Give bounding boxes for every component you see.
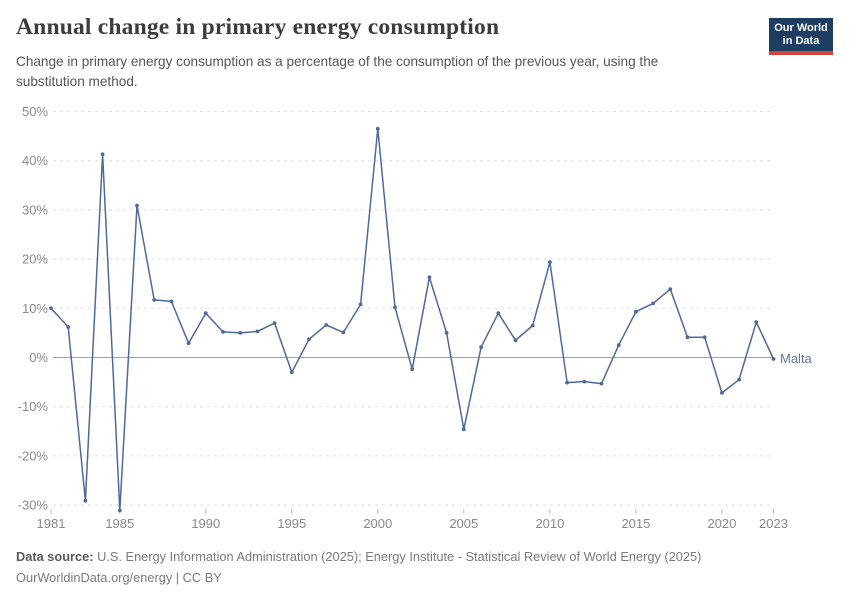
data-point[interactable] bbox=[255, 329, 260, 334]
y-tick-label: 40% bbox=[22, 153, 48, 168]
chart-plot-area[interactable]: 50% 40% 30% 20% 10% 0% -10% -20% -30% 1981 1985 199… bbox=[0, 0, 850, 540]
y-tick-label: 0% bbox=[29, 350, 48, 365]
data-point[interactable] bbox=[685, 335, 690, 340]
data-point[interactable] bbox=[100, 152, 105, 157]
data-point[interactable] bbox=[702, 335, 707, 340]
owid-logo-line2: in Data bbox=[782, 35, 820, 48]
data-point[interactable] bbox=[565, 380, 569, 385]
chart-subtitle: Change in primary energy consumption as … bbox=[16, 54, 659, 89]
y-tick-label: 50% bbox=[22, 104, 48, 119]
x-tick-label: 2005 bbox=[449, 516, 478, 531]
data-point[interactable] bbox=[307, 337, 311, 342]
x-tick-label: 2015 bbox=[621, 516, 650, 531]
data-point[interactable] bbox=[324, 323, 329, 327]
data-point[interactable] bbox=[651, 301, 655, 306]
data-point[interactable] bbox=[599, 381, 604, 386]
data-point[interactable] bbox=[272, 321, 277, 325]
data-point[interactable] bbox=[375, 126, 380, 131]
owid-logo-line1: Our World bbox=[774, 22, 828, 34]
data-point[interactable] bbox=[737, 377, 741, 382]
data-point[interactable] bbox=[582, 379, 587, 384]
data-point[interactable] bbox=[461, 427, 466, 432]
x-tick-label: 2020 bbox=[707, 516, 736, 531]
data-point[interactable] bbox=[393, 305, 397, 310]
chart-footer: Data source: U.S. Energy Information Adm… bbox=[16, 546, 826, 588]
data-point[interactable] bbox=[238, 331, 243, 335]
data-point[interactable] bbox=[169, 299, 174, 304]
x-tick-label: 1985 bbox=[105, 516, 134, 531]
data-source-label: Data source: bbox=[16, 549, 94, 564]
data-point[interactable] bbox=[771, 357, 776, 361]
data-point[interactable] bbox=[83, 498, 88, 503]
data-point[interactable] bbox=[513, 338, 518, 343]
data-point[interactable] bbox=[754, 320, 759, 324]
data-source-text: U.S. Energy Information Administration (… bbox=[93, 549, 702, 564]
data-point[interactable] bbox=[668, 287, 673, 291]
data-point[interactable] bbox=[548, 260, 552, 264]
data-point[interactable] bbox=[203, 311, 208, 316]
data-point[interactable] bbox=[186, 341, 191, 346]
data-point[interactable] bbox=[427, 275, 432, 280]
y-tick-label: -10% bbox=[18, 399, 49, 414]
y-tick-label: -20% bbox=[18, 448, 49, 463]
data-point[interactable] bbox=[634, 309, 638, 314]
y-tick-label: 30% bbox=[22, 202, 48, 217]
data-point[interactable] bbox=[479, 345, 483, 350]
x-tick-label: 1995 bbox=[277, 516, 306, 531]
x-tick-label: 1981 bbox=[37, 516, 66, 531]
series-end-label-malta: Malta bbox=[780, 351, 812, 366]
data-point[interactable] bbox=[117, 508, 122, 513]
data-point[interactable] bbox=[496, 311, 501, 316]
page-title: Annual change in primary energy consumpt… bbox=[16, 14, 500, 40]
data-point[interactable] bbox=[341, 330, 346, 335]
x-tick-label: 1990 bbox=[191, 516, 220, 531]
data-point[interactable] bbox=[530, 323, 535, 328]
data-point[interactable] bbox=[616, 343, 621, 348]
data-point[interactable] bbox=[444, 331, 449, 335]
data-point[interactable] bbox=[358, 302, 363, 307]
data-point[interactable] bbox=[410, 367, 415, 372]
owid-link-line[interactable]: OurWorldinData.org/energy | CC BY bbox=[16, 570, 222, 586]
owid-logo: Our World in Data bbox=[769, 18, 833, 56]
data-point[interactable] bbox=[221, 330, 225, 334]
data-point[interactable] bbox=[135, 203, 139, 208]
y-tick-label: -30% bbox=[18, 498, 49, 513]
data-point[interactable] bbox=[152, 298, 157, 302]
data-point[interactable] bbox=[720, 391, 724, 395]
data-point[interactable] bbox=[49, 306, 53, 311]
x-tick-label: 2010 bbox=[535, 516, 564, 531]
y-tick-label: 20% bbox=[22, 252, 48, 267]
x-tick-label: 2000 bbox=[363, 516, 392, 531]
data-source-line: Data source: U.S. Energy Information Adm… bbox=[16, 546, 826, 567]
line-series-malta[interactable] bbox=[50, 127, 775, 512]
y-tick-label: 10% bbox=[22, 301, 48, 316]
data-point[interactable] bbox=[66, 325, 71, 329]
data-point[interactable] bbox=[289, 370, 294, 375]
x-tick-label: 2023 bbox=[759, 516, 788, 531]
